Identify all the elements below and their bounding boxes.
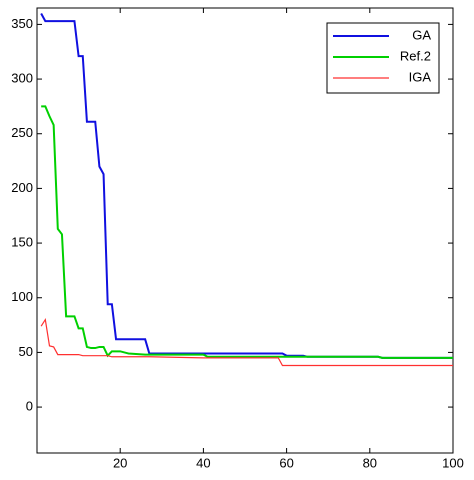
y-tick-label: 100	[11, 289, 33, 304]
line-series	[40, 317, 453, 367]
x-tick-label: 40	[196, 455, 210, 470]
legend-label: Ref.2	[400, 48, 431, 63]
x-tick-label: 80	[363, 455, 377, 470]
legend-label: IGA	[409, 69, 432, 84]
y-tick-label: 50	[19, 344, 33, 359]
y-tick-label: 150	[11, 235, 33, 250]
x-tick-label: 20	[113, 455, 127, 470]
x-tick-label: 100	[442, 455, 464, 470]
y-tick-label: 0	[26, 399, 33, 414]
y-tick-label: 200	[11, 180, 33, 195]
x-tick-label: 60	[279, 455, 293, 470]
y-tick-label: 250	[11, 125, 33, 140]
y-tick-label: 300	[11, 71, 33, 86]
line-series	[40, 12, 453, 359]
y-tick-label: 350	[11, 16, 33, 31]
legend-label: GA	[412, 27, 431, 42]
